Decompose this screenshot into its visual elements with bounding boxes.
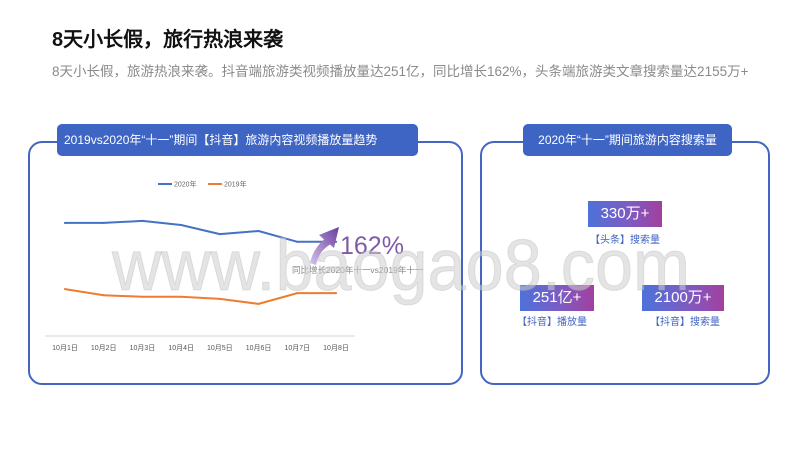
x-tick-label: 10月3日 (130, 344, 156, 352)
x-tick-label: 10月5日 (207, 344, 233, 352)
trend-chart-panel (28, 141, 463, 385)
growth-rate-caption: 同比增长2020年十一vs2019年十一 (292, 265, 424, 275)
slide-subtitle: 8天小长假，旅游热浪来袭。抖音端旅游类视频播放量达251亿，同比增长162%，头… (52, 64, 749, 79)
data-point-2019 (64, 288, 66, 291)
stat-douyin-search-label: 【抖音】搜索量 (650, 317, 720, 328)
data-point-2020 (64, 221, 66, 224)
growth-rate-callout: 162% (340, 232, 404, 260)
x-tick-label: 10月7日 (284, 344, 310, 352)
trend-chart-header: 2019vs2020年“十一”期间【抖音】旅游内容视频播放量趋势 (57, 124, 418, 156)
data-point-2019 (296, 292, 299, 295)
data-point-2020 (141, 219, 144, 222)
legend-label-2019: 2019年 (224, 180, 247, 189)
x-tick-label: 10月1日 (52, 344, 78, 352)
stat-toutiao-search-value: 330万+ (588, 201, 662, 227)
data-point-2020 (296, 240, 299, 243)
series-line-2020 (64, 219, 337, 243)
x-tick-label: 10月6日 (246, 344, 272, 352)
legend-label-2020: 2020年 (174, 180, 197, 189)
data-point-2020 (257, 230, 260, 233)
data-point-2019 (180, 295, 183, 298)
x-tick-label: 10月4日 (168, 344, 194, 352)
stat-douyin-views-value: 251亿+ (520, 285, 594, 311)
stat-toutiao-search-label: 【头条】搜索量 (590, 235, 660, 246)
search-volume-header: 2020年“十一”期间旅游内容搜索量 (523, 124, 732, 156)
data-point-2020 (218, 233, 221, 236)
data-point-2019 (218, 297, 221, 300)
growth-arrow-icon (310, 227, 339, 265)
data-point-2020 (102, 221, 105, 224)
search-volume-panel (480, 141, 770, 385)
x-tick-label: 10月2日 (91, 344, 117, 352)
data-point-2019 (102, 294, 105, 297)
trend-line-chart: 10月1日 10月2日 10月3日 10月4日 10月5日 10月6日 10月7日 10月8日… (45, 180, 355, 352)
data-point-2019 (335, 292, 337, 295)
data-point-2020 (180, 223, 183, 226)
x-tick-label: 10月8日 (323, 344, 349, 352)
stat-douyin-search-value: 2100万+ (642, 285, 724, 311)
slide-title: 8天小长假，旅行热浪来袭 (52, 29, 284, 51)
stat-douyin-views-label: 【抖音】播放量 (517, 317, 587, 328)
data-point-2019 (257, 302, 260, 305)
series-line-2019 (64, 288, 337, 305)
data-point-2019 (141, 295, 144, 298)
